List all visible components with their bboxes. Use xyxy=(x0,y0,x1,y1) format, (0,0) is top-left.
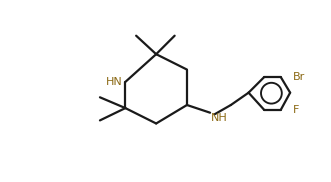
Text: F: F xyxy=(293,105,299,115)
Text: HN: HN xyxy=(106,77,123,87)
Text: NH: NH xyxy=(211,113,228,123)
Text: Br: Br xyxy=(293,72,305,82)
